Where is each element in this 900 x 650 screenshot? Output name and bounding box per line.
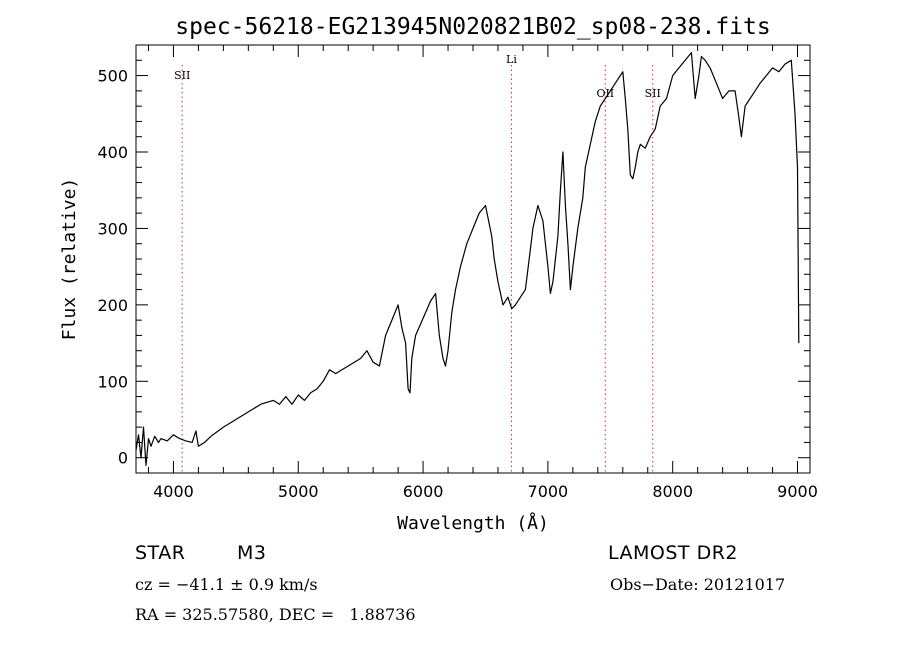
y-tick-label: 400 — [97, 143, 128, 162]
redshift-velocity: cz = −41.1 ± 0.9 km/s — [135, 575, 318, 594]
x-tick-label: 4000 — [153, 482, 194, 501]
y-tick-label: 0 — [118, 449, 128, 468]
x-tick-label: 5000 — [278, 482, 319, 501]
spectral-line-label: Li — [506, 53, 517, 66]
object-class: STAR — [135, 542, 186, 564]
spectral-line-label: OII — [596, 87, 614, 100]
survey-name: LAMOST DR2 — [608, 542, 738, 564]
x-tick-label: 9000 — [777, 482, 818, 501]
object-subclass: M3 — [237, 542, 267, 564]
x-tick-label: 8000 — [652, 482, 693, 501]
spectrum-series-line — [136, 52, 800, 466]
ra-dec-coordinates: RA = 325.57580, DEC = 1.88736 — [135, 605, 416, 624]
y-axis-label: Flux (relative) — [59, 178, 80, 341]
y-tick-label: 300 — [97, 219, 128, 238]
y-tick-label: 200 — [97, 296, 128, 315]
x-tick-label: 7000 — [528, 482, 569, 501]
chart-title: spec-56218-EG213945N020821B02_sp08-238.f… — [175, 14, 770, 40]
y-tick-label: 100 — [97, 372, 128, 391]
spectral-line-label: SII — [174, 69, 190, 82]
observation-date: Obs−Date: 20121017 — [610, 575, 786, 594]
spectral-line-label: SII — [645, 87, 661, 100]
plot-frame — [135, 44, 811, 474]
y-tick-label: 500 — [97, 67, 128, 86]
x-axis-label: Wavelength (Å) — [397, 512, 549, 534]
x-tick-label: 6000 — [403, 482, 444, 501]
